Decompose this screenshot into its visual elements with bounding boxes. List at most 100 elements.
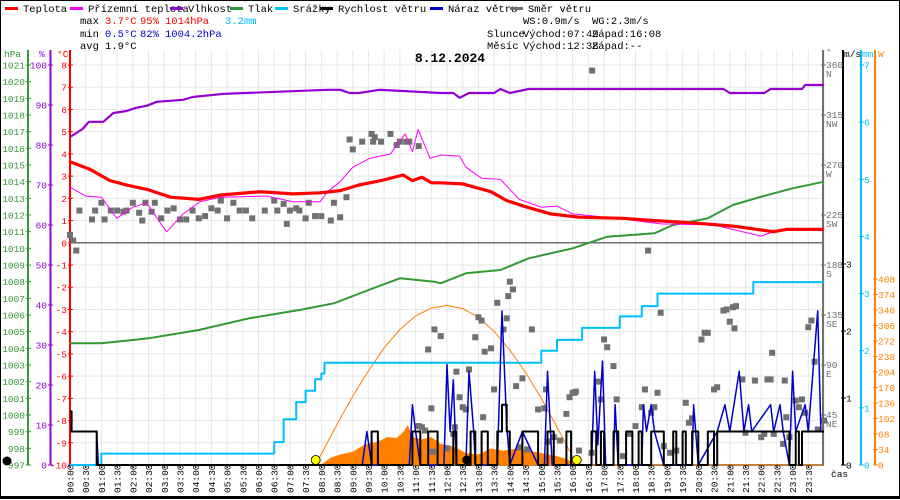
wind-direction-point (148, 208, 155, 215)
direction-tick-name: SW (826, 219, 838, 230)
pressure-tick-label: 997 (8, 461, 25, 472)
wind-direction-point (293, 205, 300, 212)
solar-tick-label: 340 (878, 305, 895, 316)
humidity-axis-unit: % (39, 49, 45, 60)
wind-direction-point (415, 143, 422, 150)
wind-direction-point (129, 199, 136, 206)
time-tick-label: 17:30 (615, 464, 626, 493)
chart-title: 8.12.2024 (415, 51, 485, 66)
wind-direction-point (208, 205, 215, 212)
time-tick-label: 09:00 (348, 464, 359, 493)
wind-direction-point (557, 437, 564, 444)
wind-direction-point (217, 197, 224, 204)
time-tick-label: 00:00 (66, 464, 77, 493)
time-tick-label: 03:00 (160, 464, 171, 493)
time-tick-label: 04:30 (207, 464, 218, 493)
wind-direction-point (814, 426, 821, 433)
time-tick-label: 20:00 (694, 464, 705, 493)
wind-direction-point (589, 67, 596, 74)
wind-direction-point (638, 404, 645, 411)
time-tick-label: 21:30 (741, 464, 752, 493)
wind-direction-point (459, 404, 466, 411)
legend-label: Náraz větru (448, 4, 517, 16)
wind-direction-point (575, 447, 582, 454)
wind-direction-point (698, 336, 705, 343)
solar-tick-label: 102 (878, 414, 895, 425)
time-tick-label: 05:30 (238, 464, 249, 493)
wind-direction-point (465, 366, 472, 373)
wind-direction-point (795, 404, 802, 411)
direction-tick-label: 270 (826, 160, 843, 171)
pressure-tick-label: 998 (8, 444, 25, 455)
pressure-tick-label: 1009 (2, 261, 25, 272)
stats-max-label: max (80, 16, 99, 28)
pressure-tick-label: 1016 (2, 144, 25, 155)
wind-direction-point (183, 216, 190, 223)
time-tick-label: 18:30 (647, 464, 658, 493)
moonrise-time: Východ:12:38 (523, 41, 599, 53)
wind-direction-point (415, 423, 422, 430)
wind-direction-point (170, 205, 177, 212)
wind-tick-label: 3 (846, 259, 852, 270)
wind-direction-point (359, 138, 366, 145)
wind-direction-point (164, 207, 171, 214)
wind-direction-point (613, 396, 620, 403)
time-tick-label: 14:00 (505, 464, 516, 493)
rain-tick-label: 7 (864, 61, 870, 72)
wind-direction-point (73, 247, 80, 254)
wind-direction-point (378, 138, 385, 145)
time-tick-label: 00:30 (81, 464, 92, 493)
time-tick-label: 02:30 (144, 464, 155, 493)
humidity-tick-label: 50 (36, 261, 48, 272)
direction-tick-name: E (826, 369, 832, 380)
wind-direction-point (641, 386, 648, 393)
temperature-tick-label: 2 (61, 194, 67, 205)
wind-direction-point (271, 197, 278, 204)
wind-direction-point (453, 368, 460, 375)
sun-label: Slunce (487, 29, 525, 41)
stats-block: max 3.7°C 95% 1014hPa 3.2mm min 0.5°C 82… (80, 16, 661, 53)
rain-tick-label: 1 (864, 403, 870, 414)
wind-direction-point (667, 449, 674, 456)
moon-label: Měsíc (487, 41, 519, 53)
wind-direction-point (758, 434, 765, 441)
temperature-tick-label: 3 (61, 172, 67, 183)
direction-tick-label: 45 (826, 410, 838, 421)
time-tick-label: 08:30 (333, 464, 344, 493)
wind-direction-point (726, 318, 733, 325)
legend: Teplota Přízemní teplota Vlhkost Tlak Srážky… (5, 4, 591, 16)
time-tick-label: 08:00 (317, 464, 328, 493)
plot-area (2, 67, 827, 466)
wind-direction-point (685, 419, 692, 426)
temperature-tick-label: -5 (56, 349, 68, 360)
time-tick-label: 23:30 (804, 464, 815, 493)
wind-direction-point (657, 309, 664, 316)
wind-direction-point (70, 237, 77, 244)
legend-swatch (70, 7, 83, 10)
direction-tick-name: W (826, 169, 832, 180)
wind-tick-label: 2 (846, 326, 852, 337)
time-tick-label: 21:00 (725, 464, 736, 493)
humidity-tick-label: 30 (36, 341, 48, 352)
wind-direction-point (406, 138, 413, 145)
time-tick-label: 17:00 (600, 464, 611, 493)
wind-direction-point (761, 430, 768, 437)
wind-speed-line (70, 403, 824, 466)
wind-direction-point (437, 333, 444, 340)
wind-direction-point (535, 406, 542, 413)
wind-direction-point (704, 329, 711, 336)
temperature-tick-label: -2 (56, 283, 68, 294)
time-tick-label: 03:30 (175, 464, 186, 493)
wind-direction-point (176, 216, 183, 223)
wind-direction-point (261, 207, 268, 214)
wind-direction-point (742, 429, 749, 436)
sunset-marker (571, 455, 582, 465)
moonset-time: Západ:-- (592, 41, 642, 53)
wind-direction-point (723, 306, 730, 313)
wind-direction-point (542, 386, 549, 393)
time-tick-label: 22:30 (772, 464, 783, 493)
direction-tick-label: 225 (826, 210, 843, 221)
direction-tick-name: N (826, 69, 832, 80)
pressure-tick-label: 1013 (2, 194, 25, 205)
wind-direction-point (541, 405, 548, 412)
